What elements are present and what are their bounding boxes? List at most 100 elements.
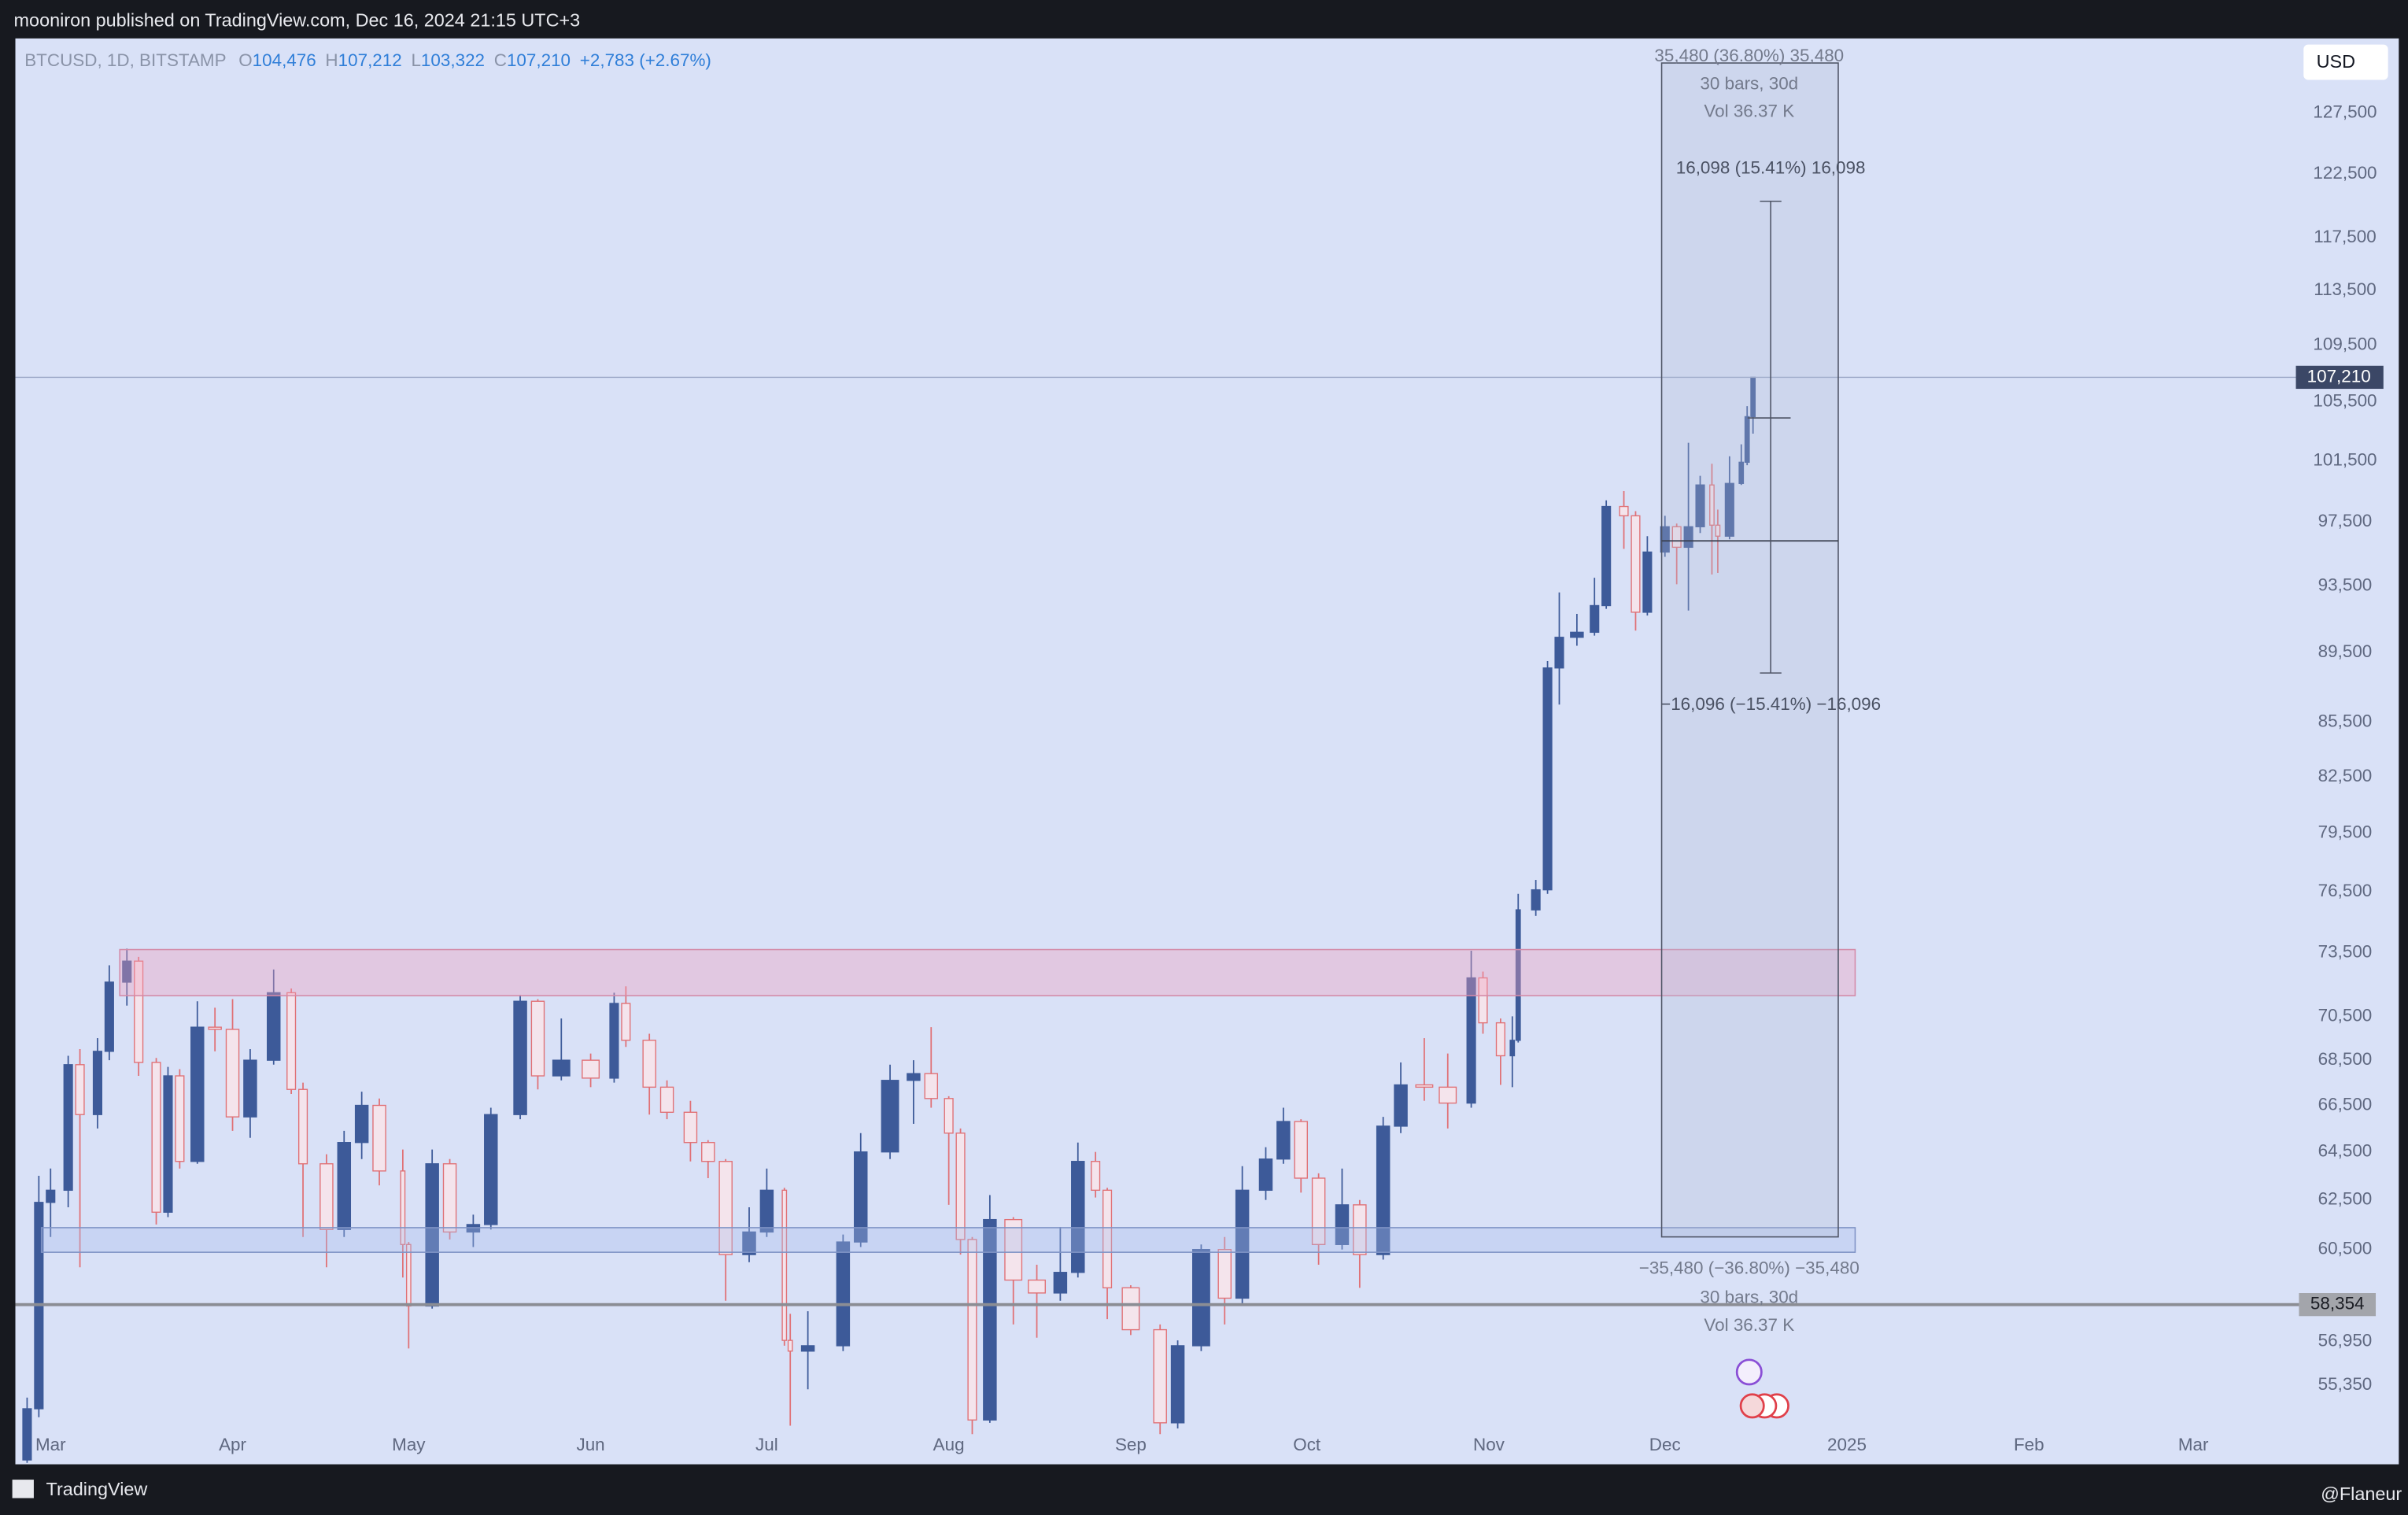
candle-body (582, 1059, 600, 1079)
candle-body (1466, 977, 1476, 1104)
candle-body (442, 1163, 457, 1233)
candle-body (854, 1151, 868, 1243)
candle-body (1235, 1189, 1250, 1299)
candle-body (701, 1142, 715, 1162)
candle-body (163, 1075, 173, 1213)
candle-body (484, 1114, 498, 1225)
candle-body (1509, 1040, 1516, 1057)
candle-body (190, 1026, 205, 1162)
candle-body (1121, 1287, 1140, 1331)
candle-body (1531, 889, 1541, 911)
candle-body (151, 1062, 161, 1213)
candle-body (967, 1239, 977, 1421)
logo: TradingView (46, 1479, 148, 1499)
symbol: BTCUSD, 1D, BITSTAMP (24, 50, 226, 70)
candle-body (1744, 416, 1750, 464)
field-value: 107,210 (507, 50, 571, 70)
measure-text: 30 bars, 30d (1700, 1288, 1798, 1307)
currency-label[interactable]: USD (2317, 51, 2355, 72)
y-tick-label: 127,500 (2313, 102, 2377, 122)
candle-body (1091, 1161, 1101, 1192)
candle-body (46, 1189, 56, 1203)
candle-body (1192, 1249, 1210, 1347)
candle-body (1660, 526, 1670, 553)
candle-body (1376, 1125, 1391, 1255)
y-tick-label: 113,500 (2314, 279, 2376, 299)
y-tick-label: 79,500 (2318, 822, 2373, 842)
field-key: O (238, 50, 252, 70)
axis-layer: Mar Apr May Jun Jul Aug Sep Oct Nov Dec 2025 Feb Mar… (35, 102, 2384, 1454)
measure-text: Vol 36.37 K (1704, 1315, 1794, 1335)
candle-body (267, 992, 281, 1061)
candle-body (175, 1075, 185, 1162)
y-tick-label: 60,500 (2318, 1239, 2373, 1258)
x-tick-label: Feb (2014, 1435, 2044, 1454)
candle-body (1695, 484, 1705, 527)
field-key: C (494, 50, 507, 70)
candle-body (286, 992, 297, 1090)
event-icon[interactable] (1735, 1358, 1763, 1386)
candle-body (372, 1104, 386, 1172)
candle-body (683, 1111, 698, 1144)
candle-body (1683, 526, 1693, 549)
y-tick-label: 101,500 (2313, 449, 2377, 469)
candle-body (1554, 637, 1564, 669)
candle-body (1671, 526, 1682, 549)
candle-body (530, 1000, 545, 1077)
measure-label: 16,098 (15.41%) 16,098 (1676, 158, 1866, 178)
candle-body (513, 1000, 527, 1115)
x-tick-label: Jun (577, 1435, 605, 1454)
candle-body (781, 1189, 788, 1341)
marks-layer (15, 376, 2299, 1463)
y-tick-label: 97,500 (2318, 511, 2373, 530)
resistance-zone (119, 948, 1856, 996)
candle-body (1570, 631, 1584, 638)
candle-body (621, 1003, 631, 1041)
candle-body (944, 1098, 954, 1134)
x-tick-label: Nov (1473, 1435, 1505, 1454)
field-key: L (411, 50, 420, 70)
candle-body (1619, 505, 1629, 517)
candle-body (1478, 977, 1488, 1024)
candle-body (1053, 1272, 1068, 1294)
candle-body (319, 1163, 334, 1230)
candle-body (907, 1073, 921, 1081)
candle-body (208, 1026, 222, 1030)
candle-body (122, 960, 132, 983)
y-tick-label: 55,350 (2318, 1374, 2373, 1394)
candle-body (297, 1088, 308, 1165)
last-price-box (2295, 365, 2384, 390)
y-tick-label: 68,500 (2318, 1049, 2373, 1069)
candle-body (75, 1064, 85, 1115)
field-value: 107,212 (338, 50, 402, 70)
x-tick-label: 2025 (1827, 1435, 1867, 1454)
candle-body (800, 1345, 815, 1352)
x-tick-label: Aug (933, 1435, 965, 1454)
currency-button[interactable] (2303, 44, 2388, 80)
candle-body (1715, 524, 1721, 537)
last-price-label: 107,210 (2307, 366, 2371, 386)
candle-body (1170, 1345, 1185, 1424)
candle-body (836, 1241, 851, 1347)
x-tick-label: Dec (1649, 1435, 1681, 1454)
measure-label: −16,096 (−15.41%) −16,096 (1660, 694, 1881, 714)
candle-body (92, 1051, 103, 1115)
candle-body (104, 981, 114, 1052)
candle-body (22, 1408, 32, 1461)
publish-info: mooniron published on TradingView.com, D… (14, 10, 581, 31)
x-tick-label: Apr (219, 1435, 246, 1454)
candle-body (1276, 1121, 1291, 1160)
candle-body (1724, 482, 1734, 537)
candle-body (1515, 909, 1521, 1041)
candle-body (1631, 515, 1641, 613)
candle-body (63, 1064, 73, 1192)
y-tick-label: 76,500 (2318, 881, 2373, 900)
measure-text: 35,480 (36.80%) 35,480 (1654, 46, 1844, 65)
candle-body (1335, 1204, 1350, 1245)
event-icon[interactable] (1739, 1393, 1765, 1419)
y-tick-label: 73,500 (2318, 942, 2373, 962)
plot-background (15, 38, 2399, 1465)
candle-body (1542, 667, 1553, 891)
